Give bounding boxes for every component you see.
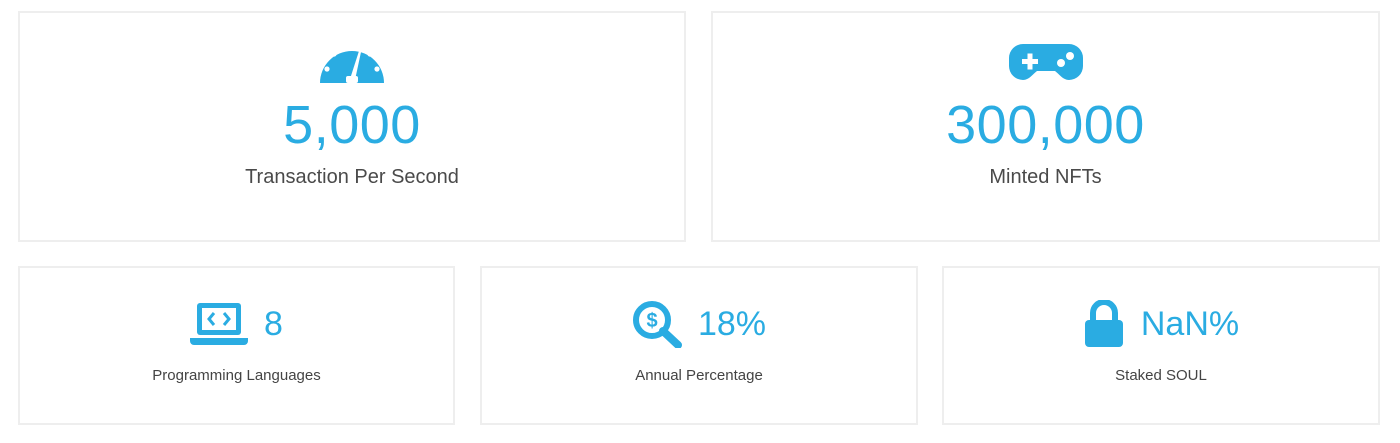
stat-card-tps: 5,000 Transaction Per Second <box>18 11 686 242</box>
svg-text:$: $ <box>646 310 657 332</box>
stat-card-staked: NaN% Staked SOUL <box>942 266 1380 425</box>
nfts-value: 300,000 <box>946 95 1145 155</box>
lock-icon <box>1083 300 1125 348</box>
nfts-label: Minted NFTs <box>989 166 1102 188</box>
apr-label: Annual Percentage <box>635 367 763 384</box>
speedometer-icon <box>317 37 387 87</box>
stat-card-languages: 8 Programming Languages <box>18 266 455 425</box>
staked-label: Staked SOUL <box>1115 367 1207 384</box>
languages-value: 8 <box>264 305 283 343</box>
stat-card-nfts: 300,000 Minted NFTs <box>711 11 1380 242</box>
gamepad-icon <box>1008 37 1083 87</box>
languages-label: Programming Languages <box>152 367 321 384</box>
staked-value: NaN% <box>1140 305 1240 343</box>
stat-card-apr: $ 18% Annual Percentage <box>480 266 918 425</box>
laptop-code-icon <box>190 301 249 347</box>
tps-label: Transaction Per Second <box>245 166 459 188</box>
tps-value: 5,000 <box>283 95 421 155</box>
apr-value: 18% <box>697 305 767 343</box>
dollar-search-icon: $ <box>632 300 682 348</box>
